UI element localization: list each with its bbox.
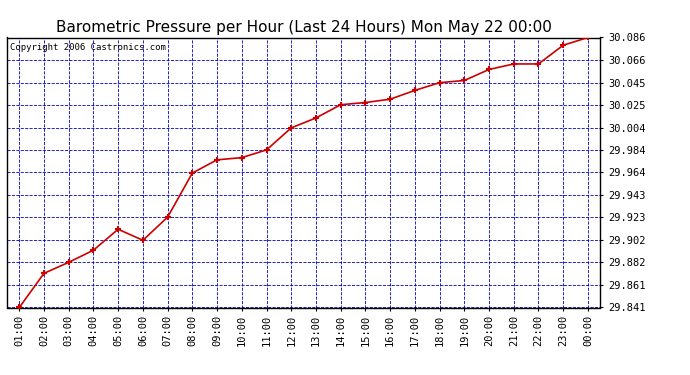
- Text: Copyright 2006 Castronics.com: Copyright 2006 Castronics.com: [10, 43, 166, 52]
- Title: Barometric Pressure per Hour (Last 24 Hours) Mon May 22 00:00: Barometric Pressure per Hour (Last 24 Ho…: [56, 20, 551, 35]
